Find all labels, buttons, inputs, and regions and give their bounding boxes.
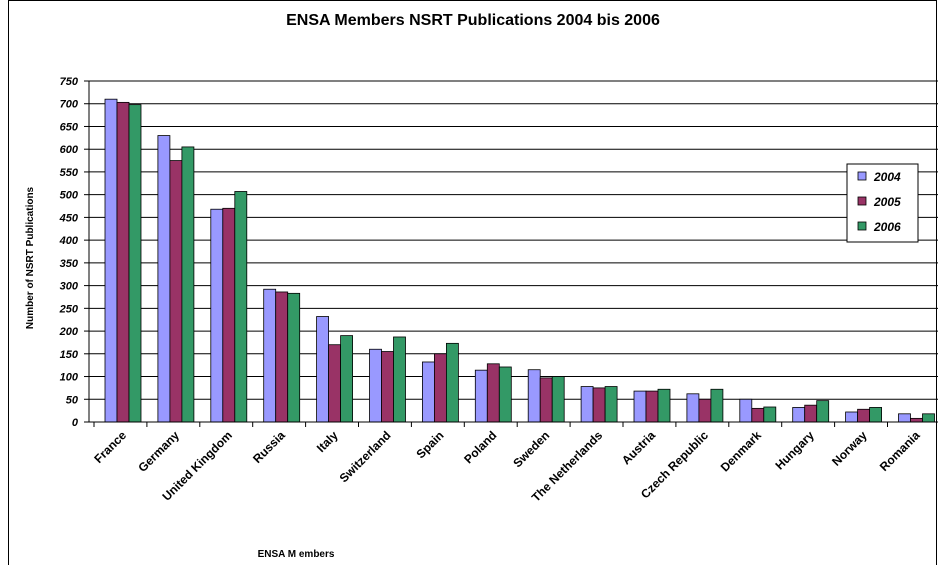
legend-swatch-2006	[857, 221, 867, 231]
bar-russia-2004	[263, 288, 277, 423]
x-tick-label-spain: Spain	[414, 428, 447, 461]
bar-spain-2005	[433, 353, 447, 423]
bar-sweden-2004	[527, 369, 541, 423]
chart-title: ENSA Members NSRT Publications 2004 bis …	[286, 12, 660, 29]
bar-italy-2004	[316, 316, 330, 423]
legend-swatch-2004	[857, 171, 867, 181]
bar-hungary-2006	[816, 400, 830, 423]
bar-spain-2004	[421, 361, 435, 423]
axes	[84, 80, 938, 427]
y-tick-label-0: 0	[72, 417, 79, 429]
bar-czech-republic-2004	[686, 393, 700, 423]
legend-swatch-2005	[857, 196, 867, 206]
bar-switzerland-2005	[381, 351, 394, 423]
bar-germany-2004	[157, 135, 171, 423]
y-tick-label-200: 200	[59, 326, 79, 338]
y-tick-label-600: 600	[60, 144, 79, 156]
bar-romania-2005	[910, 417, 923, 423]
bar-spain-2006	[445, 342, 459, 423]
y-axis-label: Number of NSRT Publications	[25, 186, 36, 329]
bar-italy-2005	[328, 344, 342, 423]
bar-austria-2006	[657, 388, 671, 423]
x-tick-label-poland: Poland	[461, 428, 499, 466]
bar-switzerland-2004	[369, 348, 382, 423]
y-tick-label-450: 450	[59, 212, 79, 224]
bars	[104, 98, 935, 423]
y-tick-label-400: 400	[59, 235, 79, 247]
bar-denmark-2005	[751, 407, 765, 423]
x-tick-label-italy: Italy	[314, 428, 341, 455]
bar-italy-2006	[340, 335, 354, 423]
bar-the-netherlands-2004	[580, 386, 594, 423]
x-tick-label-norway: Norway	[829, 428, 870, 469]
y-tick-labels: 0 50 100 150 200 250 300 350 400 450 500 550 600 650 7…	[59, 76, 79, 429]
bar-czech-republic-2006	[710, 388, 724, 423]
bar-germany-2006	[181, 146, 195, 423]
bar-denmark-2006	[763, 406, 777, 423]
bar-france-2004	[104, 98, 118, 423]
y-tick-label-150: 150	[60, 349, 79, 361]
y-tick-label-350: 350	[60, 258, 79, 270]
y-tick-label-500: 500	[60, 190, 79, 202]
y-tick-label-700: 700	[60, 99, 79, 111]
bar-austria-2005	[645, 390, 659, 423]
bar-russia-2006	[287, 292, 301, 423]
bar-united-kingdom-2006	[234, 191, 248, 423]
bar-russia-2005	[275, 291, 289, 423]
x-tick-label-germany: Germany	[135, 428, 182, 475]
bar-the-netherlands-2006	[604, 386, 618, 423]
x-tick-label-france: France	[91, 428, 129, 466]
bar-sweden-2006	[551, 376, 565, 423]
bar-poland-2005	[486, 363, 500, 423]
bar-czech-republic-2005	[698, 398, 712, 423]
bar-austria-2004	[633, 390, 647, 423]
y-tick-label-100: 100	[60, 372, 79, 384]
y-tick-label-250: 250	[59, 303, 79, 315]
bar-switzerland-2006	[393, 336, 406, 423]
bar-hungary-2004	[792, 407, 806, 423]
bar-norway-2004	[845, 411, 858, 423]
legend-label-2004: 2004	[873, 170, 901, 184]
x-tick-label-austria: Austria	[619, 428, 658, 467]
x-tick-label-switzerland: Switzerland	[337, 428, 394, 485]
y-tick-label-300: 300	[60, 281, 79, 293]
x-tick-label-romania: Romania	[877, 428, 923, 474]
bar-france-2006	[128, 104, 142, 423]
bar-germany-2005	[169, 160, 183, 423]
y-tick-label-550: 550	[60, 167, 79, 179]
bar-norway-2006	[869, 407, 882, 423]
bar-united-kingdom-2004	[210, 208, 224, 423]
legend-label-2005: 2005	[873, 195, 901, 209]
legend: 2004 2005 2006	[846, 163, 919, 243]
x-tick-label-denmark: Denmark	[718, 428, 764, 474]
x-tick-label-russia: Russia	[250, 428, 288, 466]
x-tick-label-hungary: Hungary	[772, 428, 817, 473]
bar-denmark-2004	[739, 398, 753, 423]
bar-romania-2004	[898, 413, 911, 423]
legend-label-2006: 2006	[873, 220, 901, 234]
bar-the-netherlands-2005	[592, 387, 606, 423]
bar-norway-2005	[857, 408, 870, 423]
x-axis-label: ENSA M embers	[258, 549, 335, 560]
bar-sweden-2005	[539, 377, 553, 423]
bar-romania-2006	[922, 413, 935, 423]
bar-hungary-2005	[804, 404, 818, 423]
y-tick-label-750: 750	[60, 76, 79, 88]
bar-poland-2004	[474, 369, 488, 423]
bar-france-2005	[116, 101, 130, 423]
x-tick-label-sweden: Sweden	[510, 428, 552, 470]
bar-united-kingdom-2005	[222, 207, 236, 423]
y-tick-label-650: 650	[60, 121, 79, 133]
bar-poland-2006	[498, 366, 512, 423]
y-tick-label-50: 50	[66, 394, 79, 406]
